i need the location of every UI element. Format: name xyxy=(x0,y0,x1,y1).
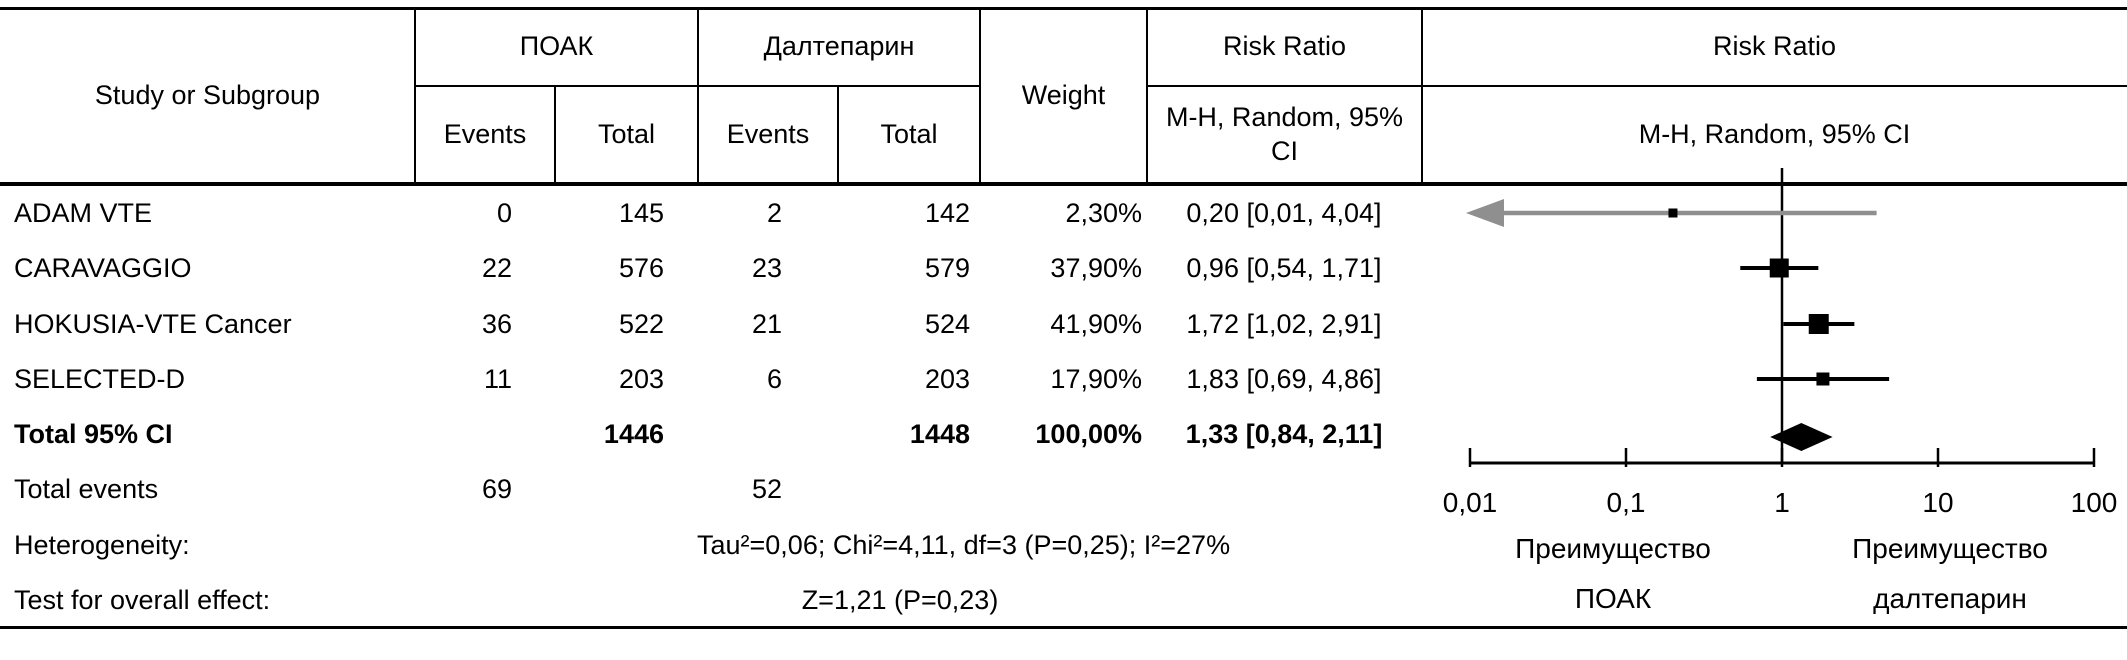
effect-square-marker xyxy=(1769,258,1789,278)
poak-events-value: 11 xyxy=(483,364,512,394)
col-divider-dalt-events-total xyxy=(837,85,839,186)
risk-ratio-ci-value: 1,72 [1,02, 2,91] xyxy=(1186,309,1382,339)
total-weight-value: 100,00% xyxy=(1035,419,1142,449)
total-events-poak: 69 xyxy=(481,474,512,504)
weight-value: 2,30% xyxy=(1065,198,1142,228)
col-divider-poak-events-total xyxy=(554,85,556,186)
col-header-rr-title: Risk Ratio xyxy=(1222,31,1347,62)
poak-events-value: 22 xyxy=(481,253,512,283)
heterogeneity-label: Heterogeneity: xyxy=(14,530,190,560)
favours-left-label: Преимущество xyxy=(1515,533,1711,564)
x-axis-tick-label: 100 xyxy=(2071,487,2118,518)
weight-value: 17,90% xyxy=(1050,364,1142,394)
col-header-plot-sub: M-H, Random, 95% CI xyxy=(1638,118,1911,149)
favours-right-label: далтепарин xyxy=(1873,583,2027,614)
col-header-plot-title: Risk Ratio xyxy=(1712,31,1837,62)
poak-total-value: 203 xyxy=(618,364,664,394)
col-divider-weight-right xyxy=(1146,7,1148,186)
col-header-events-dalteparin: Events xyxy=(726,118,810,149)
x-axis-tick-label: 10 xyxy=(1922,487,1953,518)
total-risk-ratio-ci-value: 1,33 [0,84, 2,11] xyxy=(1185,419,1383,449)
col-divider-groups xyxy=(697,7,699,186)
risk-ratio-ci-value: 1,83 [0,69, 4,86] xyxy=(1186,364,1382,394)
risk-ratio-ci-value: 0,96 [0,54, 1,71] xyxy=(1186,253,1382,283)
col-header-group-dalteparin: Далтепарин xyxy=(763,31,915,62)
ci-offscale-arrowhead xyxy=(1466,199,1504,227)
x-axis-tick-label: 0,01 xyxy=(1443,487,1498,518)
poak-total-value: 576 xyxy=(618,253,664,283)
study-name: SELECTED-D xyxy=(14,364,186,394)
effect-square-marker xyxy=(1816,372,1830,386)
total-poak-n: 1446 xyxy=(603,419,664,449)
weight-value: 41,90% xyxy=(1050,309,1142,339)
total-events-label: Total events xyxy=(14,474,159,504)
col-header-study: Study or Subgroup xyxy=(94,79,321,110)
col-header-events-poak: Events xyxy=(443,118,527,149)
header-bottom-border xyxy=(0,182,2127,186)
dalteparin-events-value: 6 xyxy=(766,364,782,394)
study-name: ADAM VTE xyxy=(14,198,153,228)
col-header-rr-sub: M-H, Random, 95% CI xyxy=(1165,101,1404,166)
dalteparin-events-value: 2 xyxy=(766,198,782,228)
x-axis-tick-label: 0,1 xyxy=(1607,487,1646,518)
dalteparin-total-value: 579 xyxy=(924,253,970,283)
poak-total-value: 145 xyxy=(618,198,664,228)
bottom-border xyxy=(0,626,2127,629)
effect-square-marker xyxy=(1808,314,1829,334)
overall-effect-label: Test for overall effect: xyxy=(14,585,271,615)
x-axis-tick-label: 1 xyxy=(1774,487,1790,518)
risk-ratio-ci-value: 0,20 [0,01, 4,04] xyxy=(1186,198,1382,228)
poak-events-value: 0 xyxy=(496,198,512,228)
dalteparin-events-value: 21 xyxy=(751,309,782,339)
study-name: CARAVAGGIO xyxy=(14,253,192,283)
dalteparin-total-value: 524 xyxy=(924,309,970,339)
col-header-total-poak: Total xyxy=(597,118,656,149)
dalteparin-total-value: 142 xyxy=(924,198,970,228)
effect-square-marker xyxy=(1668,208,1678,218)
subheader-divider-right xyxy=(1147,85,2127,87)
col-divider-study xyxy=(414,7,416,186)
top-border xyxy=(0,7,2127,10)
total-row-label: Total 95% CI xyxy=(14,419,173,449)
col-divider-plot xyxy=(1421,7,1423,186)
total-events-dalteparin: 52 xyxy=(751,474,782,504)
poak-total-value: 522 xyxy=(618,309,664,339)
study-name: HOKUSIA-VTE Cancer xyxy=(14,309,292,339)
col-header-weight: Weight xyxy=(1021,79,1106,110)
favours-left-label: ПОАК xyxy=(1575,583,1652,614)
weight-value: 37,90% xyxy=(1050,253,1142,283)
col-header-group-poak: ПОАК xyxy=(519,31,594,62)
poak-events-value: 36 xyxy=(481,309,512,339)
dalteparin-total-value: 203 xyxy=(924,364,970,394)
total-dalteparin-n: 1448 xyxy=(909,419,970,449)
dalteparin-events-value: 23 xyxy=(751,253,782,283)
favours-right-label: Преимущество xyxy=(1852,533,2048,564)
col-header-total-dalteparin: Total xyxy=(880,118,938,149)
overall-effect-stats: Z=1,21 (P=0,23) xyxy=(801,585,999,615)
overall-diamond xyxy=(1770,423,1833,451)
col-divider-weight-left xyxy=(979,7,981,186)
